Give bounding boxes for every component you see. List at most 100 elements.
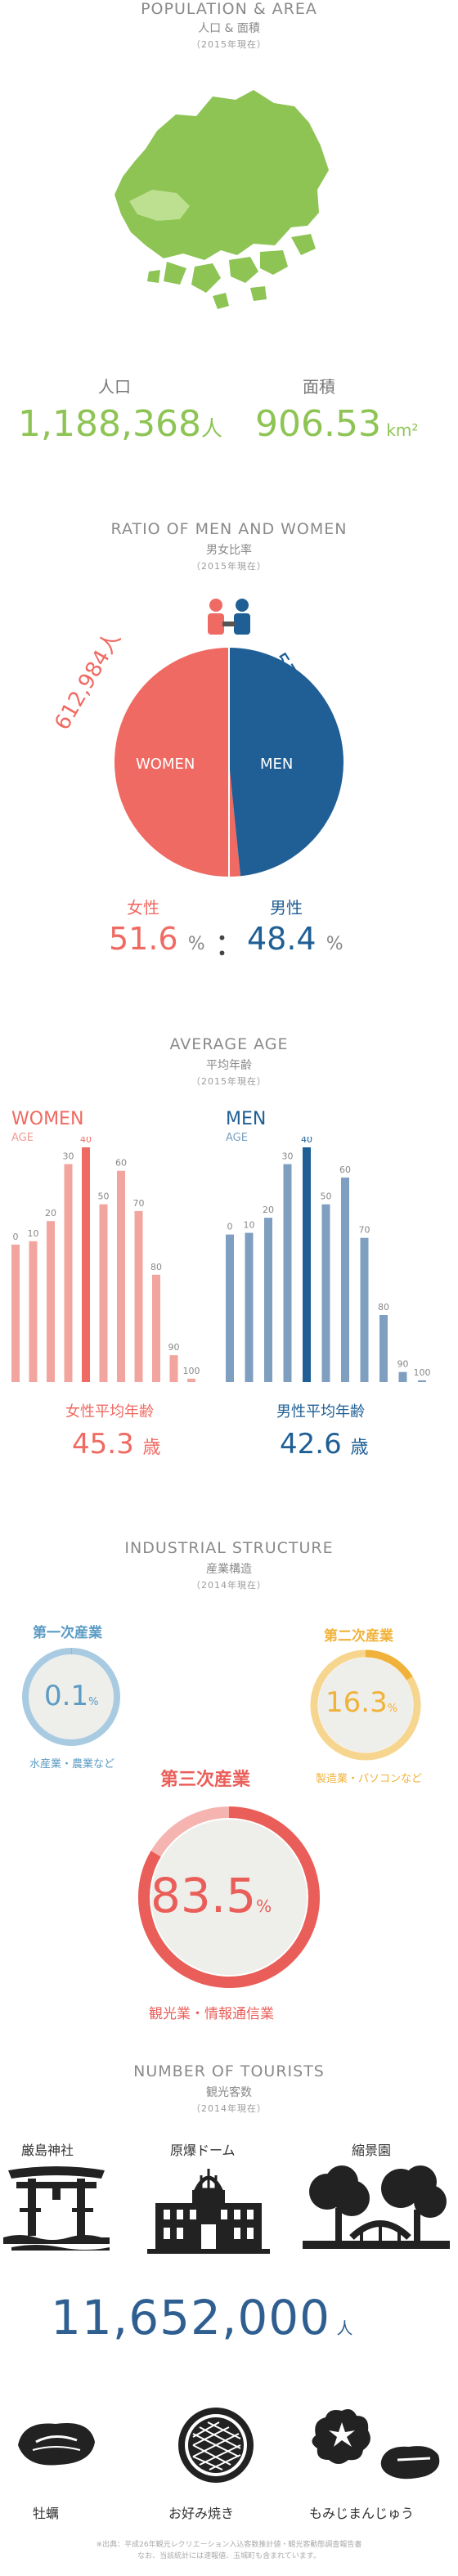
- women-slice: [114, 648, 241, 877]
- age-bar-100: [187, 1378, 195, 1382]
- men-slice-label: MEN: [260, 756, 294, 773]
- age-title: AVERAGE AGE: [169, 1035, 289, 1053]
- women-average-label: 女性平均年齢: [65, 1403, 154, 1420]
- shukkeien-garden-icon: [303, 2165, 450, 2249]
- gender-date: （2015年現在）: [191, 561, 267, 572]
- age-bar-60: [117, 1170, 125, 1382]
- age-tick-100: 100: [183, 1366, 200, 1376]
- age-bar-70: [134, 1210, 143, 1382]
- men-jp-label: 男性: [270, 898, 303, 918]
- women-slice-label: WOMEN: [136, 756, 195, 773]
- age-tick-40: 40: [301, 1137, 312, 1145]
- age-bar-30: [283, 1164, 292, 1382]
- age-tick-10: 10: [244, 1220, 255, 1231]
- primary-industry-name: 第一次産業: [33, 1625, 102, 1641]
- women-age-chart: 0 10 20 30 40 50 60 70 80 90 100: [11, 1137, 200, 1382]
- primary-industry-ring: [22, 1648, 120, 1746]
- age-bar-100: [418, 1380, 426, 1382]
- age-tick-90: 90: [168, 1342, 180, 1353]
- age-tick-60: 60: [339, 1165, 351, 1175]
- age-bar-80: [152, 1274, 160, 1382]
- area-label: 面積: [303, 377, 335, 397]
- momiji-manju-icon: [312, 2409, 440, 2480]
- age-tick-0: 0: [13, 1232, 19, 1242]
- primary-industry-value: 0.1%: [44, 1680, 99, 1712]
- population-label: 人口: [98, 377, 131, 397]
- secondary-industry-ring: [310, 1649, 421, 1761]
- age-bar-40: [303, 1147, 311, 1382]
- secondary-industry-name: 第二次産業: [324, 1628, 393, 1645]
- age-bar-0: [226, 1234, 234, 1382]
- age-tick-50: 50: [321, 1192, 332, 1202]
- age-bar-80: [379, 1315, 388, 1382]
- age-tick-70: 70: [133, 1198, 145, 1209]
- age-tick-80: 80: [378, 1302, 389, 1313]
- footnote-source: ※出典：平成26年観光レクリエーション入込客数推計値・観光客動態調査報告書: [96, 2541, 362, 2549]
- tourists-title: NUMBER OF TOURISTS: [133, 2062, 325, 2080]
- food-label-momiji: もみじまんじゅう: [309, 2506, 415, 2521]
- age-tick-30: 30: [282, 1151, 294, 1162]
- age-tick-20: 20: [45, 1208, 56, 1218]
- age-bar-40: [82, 1147, 90, 1382]
- handshake-icon: [208, 599, 250, 635]
- place-label-itsukushima: 厳島神社: [21, 2143, 74, 2158]
- age-tick-0: 0: [227, 1222, 233, 1232]
- secondary-industry-caption: 製造業・パソコンなど: [316, 1773, 423, 1785]
- population-subtitle: 人口 & 面積: [198, 22, 260, 35]
- women-jp-label: 女性: [127, 898, 159, 918]
- age-tick-20: 20: [263, 1205, 274, 1215]
- women-chart-title: WOMEN: [11, 1109, 84, 1129]
- men-age-chart: 0 10 20 30 40 50 60 70 80 90 100: [226, 1137, 431, 1382]
- age-tick-70: 70: [359, 1225, 370, 1236]
- age-bar-20: [47, 1221, 55, 1382]
- age-bar-50: [321, 1204, 330, 1382]
- atomic-bomb-dome-icon: [147, 2169, 270, 2254]
- age-bar-60: [341, 1177, 349, 1382]
- men-average-value: 42.6 歳: [280, 1428, 369, 1461]
- population-value: 1,188,368人: [18, 403, 222, 445]
- age-tick-50: 50: [98, 1192, 110, 1202]
- gender-subtitle: 男女比率: [206, 544, 252, 557]
- age-bar-0: [11, 1244, 20, 1382]
- age-bar-10: [29, 1241, 38, 1382]
- population-title: POPULATION & AREA: [141, 0, 317, 18]
- place-label-shukkeien: 縮景園: [352, 2143, 392, 2158]
- age-bar-70: [360, 1237, 369, 1382]
- men-slice: [229, 648, 344, 877]
- women-average-value: 45.3 歳: [72, 1428, 161, 1461]
- age-tick-80: 80: [150, 1262, 162, 1272]
- age-tick-90: 90: [397, 1359, 409, 1370]
- tertiary-industry-value: 83.5%: [150, 1868, 272, 1923]
- oyster-icon: [18, 2422, 95, 2466]
- men-average-label: 男性平均年齢: [276, 1403, 365, 1420]
- tertiary-industry-caption: 観光業・情報通信業: [149, 2006, 274, 2022]
- women-age-axis-label: AGE: [11, 1132, 34, 1144]
- age-tick-10: 10: [28, 1228, 39, 1239]
- population-date: （2015年現在）: [191, 39, 267, 50]
- torii-gate-icon: [3, 2166, 110, 2251]
- food-label-okonomiyaki: お好み焼き: [168, 2506, 235, 2521]
- age-bar-90: [169, 1355, 178, 1382]
- industry-subtitle: 産業構造: [206, 1563, 252, 1576]
- okonomiyaki-icon: [178, 2408, 254, 2483]
- men-age-axis-label: AGE: [226, 1132, 248, 1144]
- gender-title: RATIO OF MEN AND WOMEN: [110, 520, 348, 538]
- age-bar-20: [264, 1218, 272, 1382]
- industry-date: （2014年現在）: [191, 1580, 267, 1591]
- age-subtitle: 平均年齢: [206, 1059, 252, 1072]
- food-label-oyster: 牡蠣: [33, 2506, 60, 2521]
- age-tick-60: 60: [115, 1158, 127, 1169]
- men-chart-title: MEN: [226, 1109, 267, 1129]
- women-percentage: 51.6 %: [109, 921, 205, 957]
- hiroshima-map: [114, 90, 329, 309]
- tourists-subtitle: 観光客数: [206, 2086, 252, 2099]
- age-date: （2015年現在）: [191, 1076, 267, 1087]
- tertiary-industry-ring: [138, 1806, 320, 1988]
- age-tick-100: 100: [414, 1367, 431, 1378]
- place-label-atomic-dome: 原爆ドーム: [170, 2143, 236, 2158]
- age-tick-30: 30: [63, 1151, 74, 1162]
- tertiary-industry-name: 第三次産業: [160, 1770, 251, 1790]
- primary-industry-caption: 水産業・農業など: [29, 1758, 115, 1770]
- industry-title: INDUSTRIAL STRUCTURE: [124, 1539, 334, 1557]
- tourist-count: 11,652,000 人: [51, 2290, 354, 2345]
